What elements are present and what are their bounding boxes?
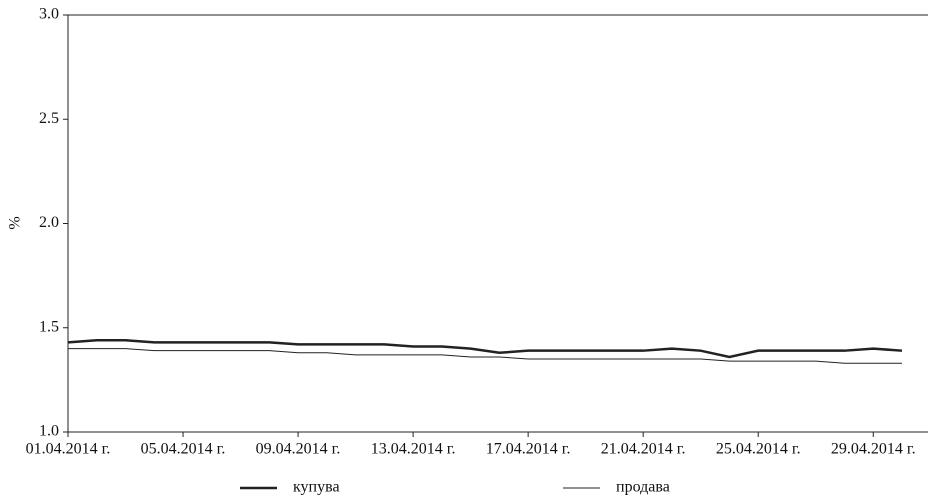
x-tick-label: 29.04.2014 г. xyxy=(831,441,916,458)
legend-label: купува xyxy=(293,479,340,496)
x-tick-label: 25.04.2014 г. xyxy=(716,441,801,458)
line-series xyxy=(67,339,903,359)
y-tick-label: 2.0 xyxy=(39,214,59,231)
y-tick-label: 1.5 xyxy=(39,318,59,335)
y-tick-label: 2.5 xyxy=(39,110,59,127)
x-tick-label: 13.04.2014 г. xyxy=(371,441,456,458)
legend-label: продава xyxy=(616,479,670,496)
line-series xyxy=(68,348,902,364)
x-tick-label: 05.04.2014 г. xyxy=(141,441,226,458)
y-tick-label: 1.0 xyxy=(39,423,59,440)
x-tick-label: 01.04.2014 г. xyxy=(26,441,111,458)
x-tick-label: 21.04.2014 г. xyxy=(601,441,686,458)
x-tick-label: 09.04.2014 г. xyxy=(256,441,341,458)
y-tick-label: 3.0 xyxy=(39,6,59,23)
x-tick-label: 17.04.2014 г. xyxy=(486,441,571,458)
y-axis-label: % xyxy=(7,216,24,229)
